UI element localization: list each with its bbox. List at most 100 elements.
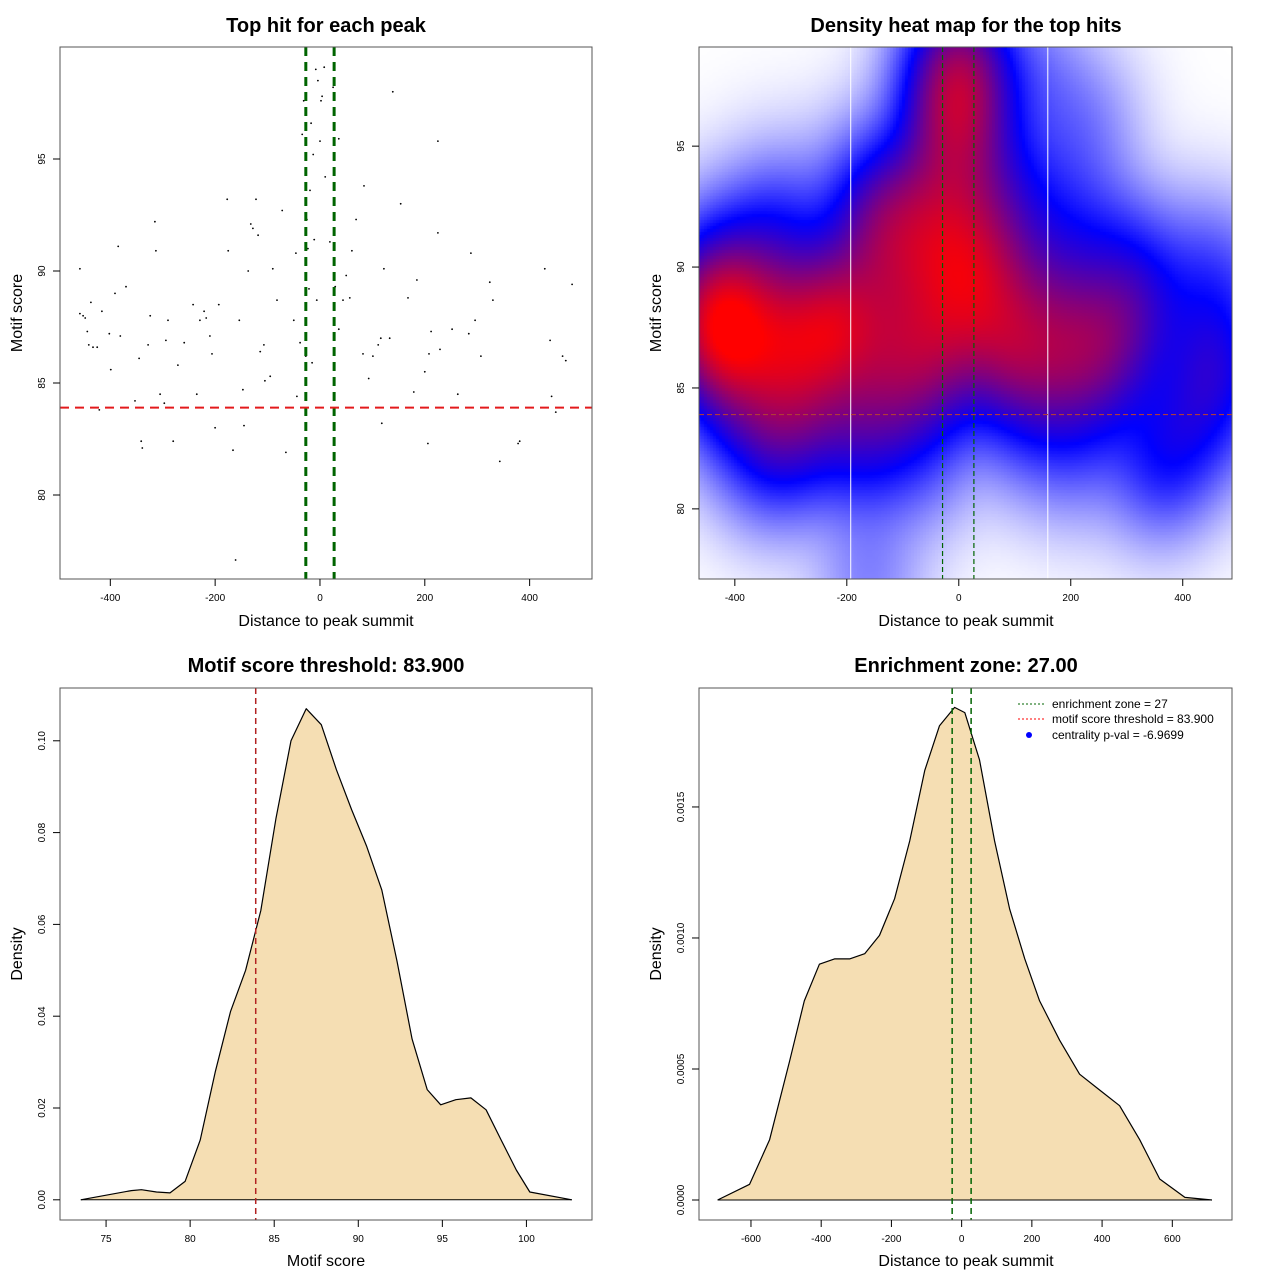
panel1-ytick-label-3: 95: [37, 153, 48, 165]
panel1-point-34: [199, 319, 201, 322]
panel4-ytick-label-2: 0.0010: [676, 922, 687, 953]
panel3-plot-box: [59, 687, 593, 1221]
panel1-xtick-label-2: 0: [317, 593, 323, 604]
panel1-point-88: [337, 328, 340, 331]
panel1-point-63: [296, 395, 298, 398]
legend: enrichment zone = 27 motif score thresho…: [1018, 697, 1214, 742]
panel1-point-32: [192, 303, 195, 306]
panel1-point-16: [125, 285, 127, 288]
panel1-point-37: [209, 335, 211, 337]
panel1-point-116: [456, 393, 459, 396]
panel1-point-10: [101, 310, 103, 313]
panel1-point-98: [377, 344, 380, 346]
panel1-point-6: [90, 301, 92, 304]
panel1-point-9: [98, 409, 101, 411]
panel1-point-45: [238, 319, 241, 322]
legend-threshold-label: motif score threshold = 83.900: [1052, 712, 1214, 726]
panel1-point-71: [309, 189, 311, 192]
panel1-point-77: [315, 299, 318, 301]
panel1-ytick-label-0: 80: [37, 489, 48, 501]
panel2-title: Density heat map for the top hits: [810, 15, 1121, 37]
panel1-point-102: [388, 337, 391, 340]
panel1-point-7: [92, 346, 94, 349]
panel1-point-131: [564, 359, 567, 362]
panel1-xtick-label-3: 200: [416, 593, 433, 604]
panel4-xlabel: Distance to peak summit: [878, 1253, 1054, 1270]
panel4-density-curve: [717, 706, 1213, 1201]
panel2-xtick-label-1: -200: [837, 593, 857, 604]
panel3-title: Motif score threshold: 83.900: [188, 655, 465, 677]
panel1-point-126: [543, 267, 546, 270]
panel3-density-fill: [80, 708, 572, 1200]
panel2-plot-area: [699, 47, 1232, 579]
panel1-point-130: [561, 355, 564, 357]
panel1-ytick-label-2: 90: [37, 265, 48, 277]
panel1-xtick-label-1: -200: [205, 593, 225, 604]
panel1-point-119: [474, 319, 476, 322]
panel1-point-83: [324, 176, 327, 178]
legend-enrichment-label: enrichment zone = 27: [1052, 697, 1168, 711]
panel2-ytick-label-0: 80: [676, 503, 687, 515]
panel1-point-36: [205, 317, 208, 319]
panel1-point-14: [117, 245, 120, 248]
panel4-title: Enrichment zone: 27.00: [854, 655, 1077, 677]
panel1-point-39: [214, 426, 217, 429]
panel2-xtick-label-3: 200: [1062, 593, 1079, 604]
panel1-point-113: [437, 140, 439, 143]
panel3-xtick-label-2: 85: [269, 1234, 281, 1245]
panel1-point-109: [427, 442, 429, 445]
panel1-point-92: [351, 249, 353, 252]
panel4-plot-area: [717, 688, 1213, 1220]
panel4-density-fill: [717, 707, 1212, 1201]
panel1-point-5: [87, 344, 90, 346]
panel1-point-70: [308, 288, 310, 290]
panel1-point-52: [257, 234, 259, 237]
panel1-point-110: [428, 353, 430, 355]
panel1-point-53: [259, 350, 262, 353]
panel4-xtick-label-5: 400: [1094, 1234, 1111, 1245]
panel3-xtick-label-5: 100: [518, 1234, 535, 1245]
panel1-point-2: [82, 314, 84, 317]
panel1-point-51: [255, 198, 257, 201]
panel1-point-81: [321, 95, 323, 98]
panel1-point-15: [119, 335, 122, 337]
panel2-xtick-label-0: -400: [725, 593, 745, 604]
panel1-point-128: [550, 395, 553, 398]
panel4-xtick-label-0: -600: [741, 1234, 761, 1245]
panel1-point-61: [292, 319, 295, 322]
panel4-xtick-label-1: -400: [811, 1234, 831, 1245]
panel1-point-74: [312, 153, 315, 156]
panel1-point-115: [451, 328, 453, 331]
panel1-point-64: [299, 341, 301, 344]
panel1-point-123: [498, 460, 501, 463]
panel1-point-114: [439, 348, 441, 351]
panel1-plot-area: [60, 47, 592, 579]
panel1-point-11: [108, 332, 111, 335]
panel1-point-117: [467, 332, 470, 335]
panel3-xtick-label-3: 90: [353, 1234, 365, 1245]
density-heatmap: [699, 47, 1232, 579]
panel1-point-38: [211, 353, 213, 355]
panel1-point-48: [247, 270, 250, 272]
panel1-point-25: [159, 393, 162, 396]
panel1-point-105: [407, 297, 409, 299]
panel1-point-76: [314, 68, 317, 71]
panel1-point-99: [379, 337, 382, 340]
panel3-ytick-label-3: 0.06: [37, 914, 48, 934]
panel1-point-42: [227, 249, 230, 252]
panel3-density-curve: [80, 708, 572, 1201]
panel2-ytick-label-2: 90: [676, 261, 687, 273]
panel1-point-28: [167, 319, 169, 322]
panel1-point-46: [242, 388, 244, 391]
panel4-xtick-label-3: 0: [959, 1234, 965, 1245]
panel1-point-23: [154, 220, 156, 223]
panel3-plot-area: [80, 688, 572, 1220]
panel4-ylabel: Density: [648, 927, 665, 980]
panel1-point-0: [79, 267, 81, 270]
legend-pval-dot: [1026, 732, 1032, 738]
panel4-xtick-label-6: 600: [1164, 1234, 1181, 1245]
panel1-point-80: [320, 99, 322, 102]
panel2-ylabel: Motif score: [648, 274, 665, 352]
panel1-point-27: [165, 339, 167, 342]
